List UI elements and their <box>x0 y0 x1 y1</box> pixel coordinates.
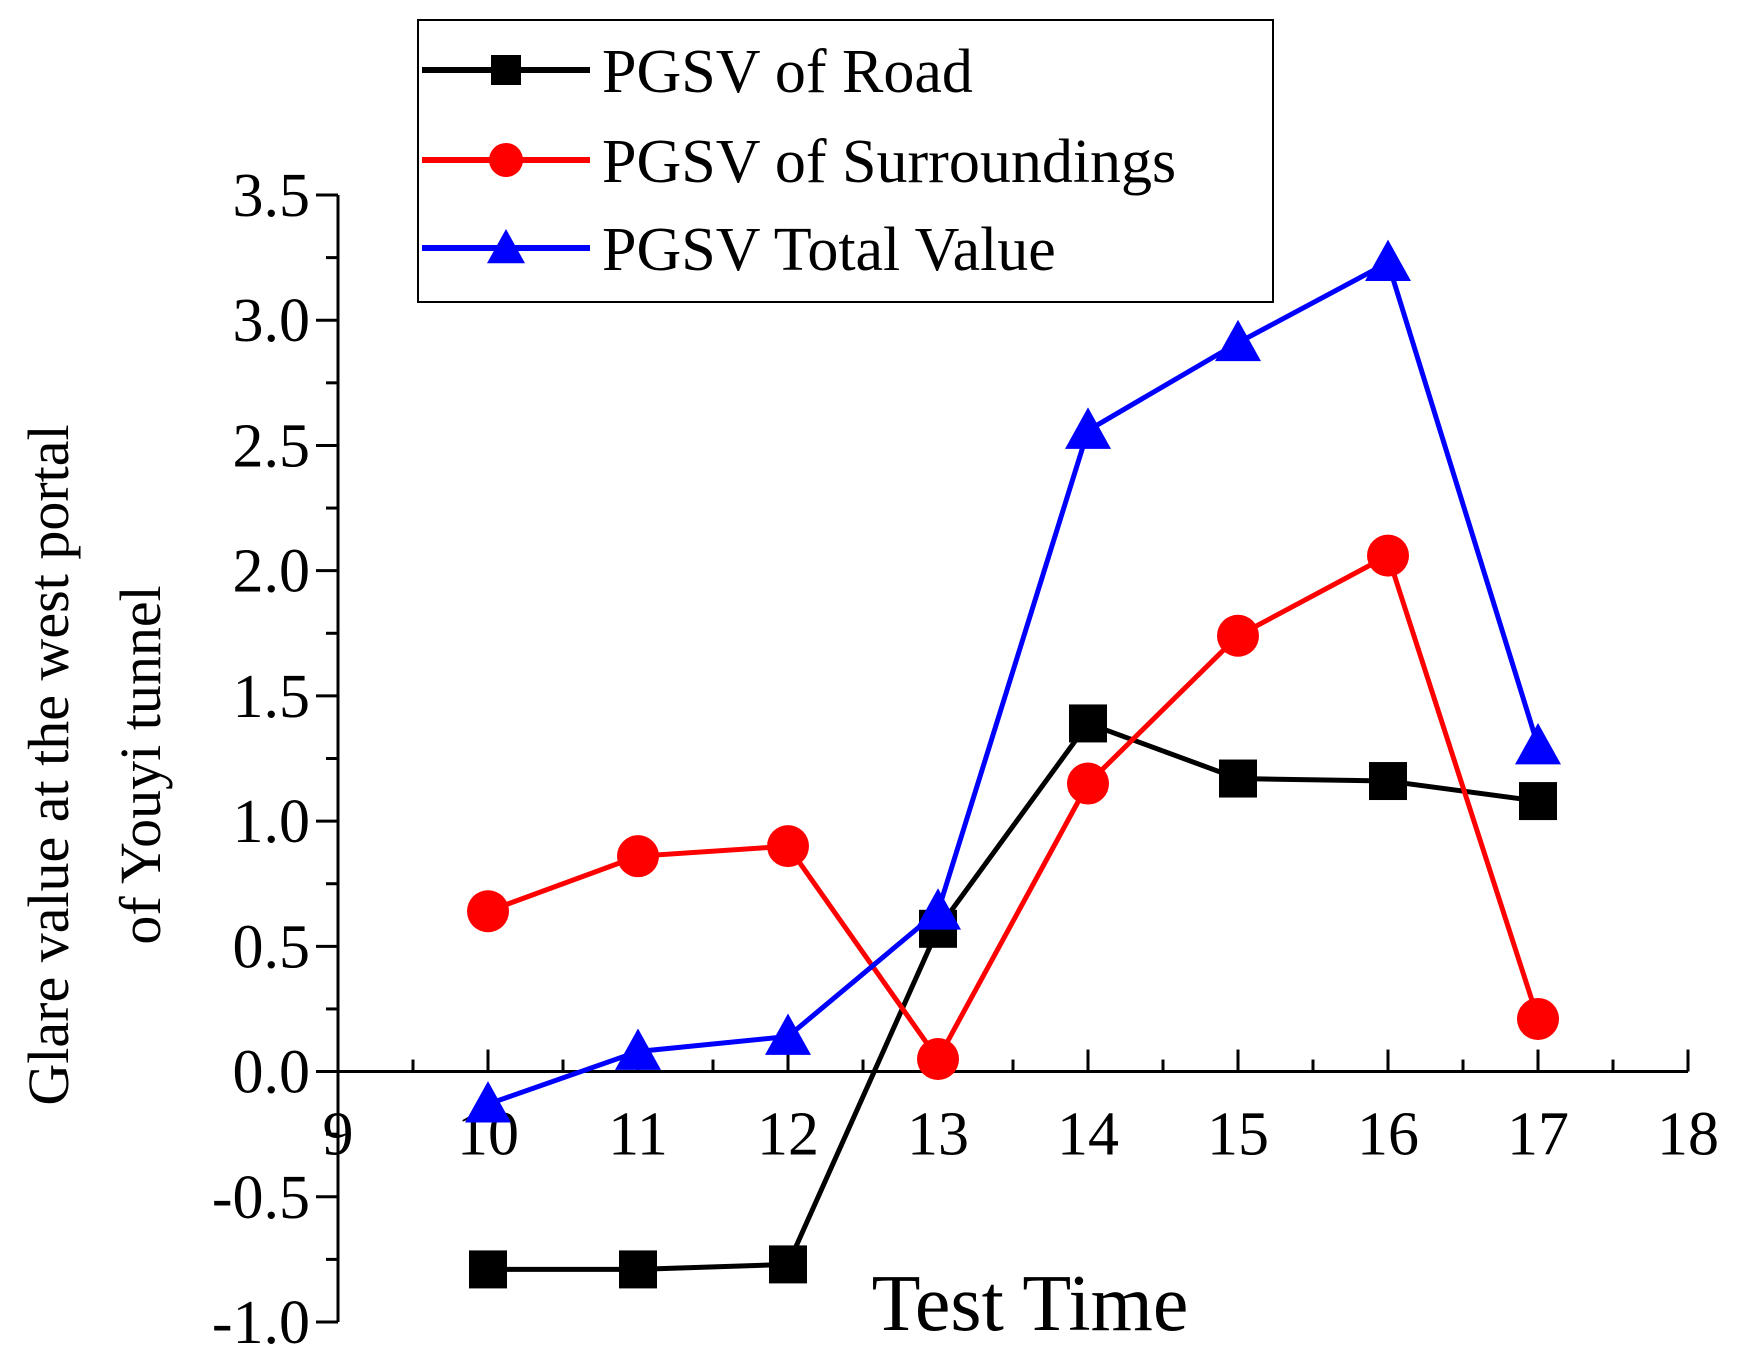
data-point-square <box>1219 759 1257 798</box>
series-line <box>487 552 1541 1064</box>
series-circle <box>467 534 1559 1081</box>
data-point-circle <box>1517 997 1559 1040</box>
y-axis-title-line-2: of Youyi tunnel <box>108 585 173 944</box>
data-point-triangle <box>1365 239 1411 282</box>
data-point-circle <box>617 835 659 878</box>
data-point-triangle <box>465 1081 511 1123</box>
x-tick-label: 15 <box>1207 1101 1269 1169</box>
y-axis-title-line-1: Glare value at the west portal <box>16 424 81 1105</box>
data-point-triangle <box>1215 319 1261 362</box>
series-triangle <box>465 239 1561 1123</box>
data-point-square <box>769 1245 807 1284</box>
legend-item: PGSV of Road <box>422 38 973 106</box>
y-tick-label: 1.0 <box>233 788 311 856</box>
x-tick-label: 11 <box>608 1101 668 1169</box>
legend-label: PGSV of Road <box>602 38 973 106</box>
y-tick-label: 3.5 <box>233 162 311 230</box>
x-tick-label: 14 <box>1057 1101 1119 1169</box>
legend-marker-square <box>491 55 521 85</box>
x-tick-label: 9 <box>323 1101 354 1169</box>
data-point-circle <box>1067 762 1109 805</box>
data-point-circle <box>767 825 809 868</box>
data-point-circle <box>917 1038 959 1081</box>
x-axis-title: Test Time <box>872 1260 1189 1348</box>
data-point-square <box>1069 704 1107 743</box>
y-tick-label: 2.0 <box>233 538 311 606</box>
data-point-triangle <box>765 1013 811 1055</box>
x-tick-label: 12 <box>757 1101 819 1169</box>
data-point-triangle <box>615 1028 661 1070</box>
legend-item: PGSV Total Value <box>422 216 1056 284</box>
y-tick-label: 2.5 <box>233 412 311 480</box>
x-tick-label: 13 <box>907 1101 969 1169</box>
y-tick-label: 0.0 <box>233 1039 311 1107</box>
y-tick-label: 0.5 <box>233 913 311 981</box>
data-point-triangle <box>1065 407 1111 449</box>
legend-marker-triangle <box>487 229 525 264</box>
data-point-square <box>469 1250 507 1289</box>
y-tick-label: -1.0 <box>212 1289 310 1357</box>
data-point-triangle <box>1515 722 1561 765</box>
data-point-square <box>619 1250 657 1289</box>
x-tick-label: 17 <box>1507 1101 1569 1169</box>
legend-label: PGSV of Surroundings <box>602 128 1176 196</box>
y-tick-label: 3.0 <box>233 287 311 355</box>
data-point-circle <box>1217 614 1259 657</box>
series-line <box>488 720 1539 1272</box>
x-tick-label: 16 <box>1357 1101 1419 1169</box>
series-line <box>487 258 1541 1107</box>
series-layer <box>465 239 1561 1289</box>
series-square <box>469 704 1557 1289</box>
legend-marker-circle <box>489 143 523 177</box>
data-point-circle <box>467 890 509 933</box>
data-point-square <box>1369 762 1407 801</box>
data-point-circle <box>1367 534 1409 577</box>
legend: PGSV of Road PGSV of Surroundings PGSV Tot… <box>417 19 1274 303</box>
data-point-triangle <box>915 888 961 930</box>
legend-label: PGSV Total Value <box>602 216 1056 284</box>
y-tick-label: 1.5 <box>233 663 311 731</box>
legend-item: PGSV of Surroundings <box>422 128 1176 196</box>
axes: -1.0-0.50.00.51.01.52.02.53.03.59 10 11 12 1… <box>212 162 1719 1357</box>
data-point-square <box>1519 782 1557 821</box>
y-tick-label: -0.5 <box>212 1164 310 1232</box>
x-tick-label: 18 <box>1657 1101 1719 1169</box>
